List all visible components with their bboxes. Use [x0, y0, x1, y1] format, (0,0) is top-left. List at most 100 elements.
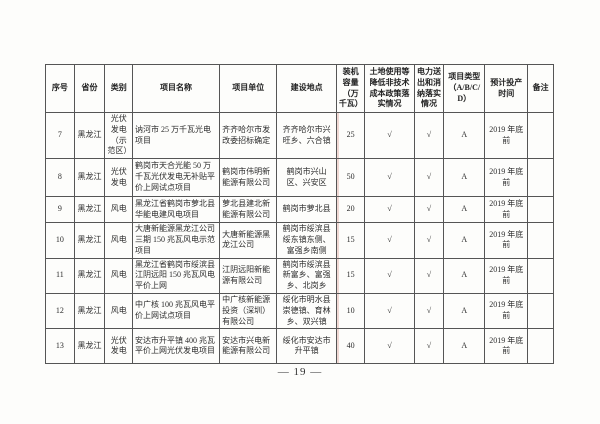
table-cell [527, 292, 554, 330]
table-row: 13 黑龙江 光伏发电 安达市升平镇 400 兆瓦平价上网光伏发电项目 安达市兴电新能源… [45, 328, 554, 365]
table-cell: A [443, 158, 486, 198]
table-row: 12 黑龙江 风电 中广核 100 兆瓦风电平价上网试点项目 中广核新能源投资（深圳）有… [45, 292, 554, 330]
table-cell: 齐齐哈尔市兴旺乡、六合镇 [276, 111, 337, 160]
table-cell: 15 [335, 222, 366, 259]
table-row: 7 黑龙江 光伏发电（示范区） 讷河市 25 万千瓦光电项目 齐齐哈尔市发改委招标确定齐… [45, 111, 554, 160]
table-cell: √ [413, 158, 445, 198]
table-cell: √ [364, 196, 415, 224]
table-cell: A [443, 257, 486, 294]
table-cell: 光伏发电（示范区） [104, 111, 134, 160]
table-cell: 7 [45, 111, 75, 160]
table-cell: 12 [45, 292, 75, 330]
table-cell: √ [364, 292, 415, 330]
table-cell: 2019 年底前 [484, 111, 529, 160]
table-cell: 黑龙江 [73, 292, 106, 330]
table-cell: 黑龙江省鹤岗市萝北县华能电建风电项目 [132, 196, 221, 224]
table-body: 7 黑龙江 光伏发电（示范区） 讷河市 25 万千瓦光电项目 齐齐哈尔市发改委招标确定齐… [45, 111, 554, 365]
table-cell: 2019 年底前 [484, 328, 529, 365]
column-header: 项目类型（A/B/C/D） [443, 64, 486, 113]
table-cell: 鹤岗市伟明新能源有限公司 [219, 158, 278, 198]
table-cell: 安达市兴电新能源有限公司 [219, 328, 278, 365]
table-cell: √ [364, 222, 415, 259]
table-cell: A [443, 196, 486, 224]
table-cell: √ [364, 111, 415, 160]
column-header: 省份 [73, 64, 106, 113]
table-cell: 鹤岗市天合光能 50 万千瓦光伏发电无补贴平价上网试点项目 [132, 158, 221, 198]
table-cell: A [443, 111, 486, 160]
table-cell: 风电 [104, 196, 134, 224]
table-cell: 8 [45, 158, 75, 198]
table-cell: √ [413, 292, 445, 330]
table-cell: √ [364, 328, 415, 365]
table-cell: 鹤岗市萝北县 [276, 196, 337, 224]
table-cell: 中广核 100 兆瓦风电平价上网试点项目 [132, 292, 221, 330]
table-cell: 光伏发电 [104, 328, 134, 365]
table-cell: 15 [335, 257, 366, 294]
table-cell: 2019 年底前 [484, 196, 529, 224]
table-cell: √ [364, 257, 415, 294]
table-cell [527, 111, 554, 160]
table-cell: √ [364, 158, 415, 198]
column-header: 序号 [45, 64, 75, 113]
table-row: 11 黑龙江 风电 黑龙江省鹤岗市绥滨县江阴远阳 150 兆瓦风电平价上网 江阴远阳新能… [45, 257, 554, 294]
table-cell: 2019 年底前 [484, 257, 529, 294]
table-cell: 50 [335, 158, 366, 198]
table-cell: 大唐新能源黑龙江公司三期 150 兆瓦风电示范项目 [132, 222, 221, 259]
header-row: 序号 省份 类别 项目名称 项目单位 建设地点 装机容量（万千瓦） 土地使用等降低非技术成本政… [45, 64, 554, 113]
table-cell: √ [413, 257, 445, 294]
table-cell [527, 222, 554, 259]
table-cell: 20 [335, 196, 366, 224]
table-cell: 大唐新能源黑龙江公司 [219, 222, 278, 259]
table-cell: 光伏发电 [104, 158, 134, 198]
table-cell: 风电 [104, 257, 134, 294]
table-cell: A [443, 222, 486, 259]
table-cell: 40 [335, 328, 366, 365]
table-cell [527, 328, 554, 365]
column-header: 建设地点 [276, 64, 337, 113]
table-cell: 风电 [104, 292, 134, 330]
table-cell [527, 196, 554, 224]
table-cell: √ [413, 111, 445, 160]
table-cell: 黑龙江 [73, 222, 106, 259]
table-cell: √ [413, 222, 445, 259]
column-header: 项目单位 [219, 64, 278, 113]
table-cell: 25 [335, 111, 366, 160]
table-cell: 2019 年底前 [484, 222, 529, 259]
table-cell: 讷河市 25 万千瓦光电项目 [132, 111, 221, 160]
column-header: 项目名称 [132, 64, 221, 113]
table-cell: A [443, 292, 486, 330]
table-cell: 鹤岗市绥滨县绥东镇东侧、富强乡南侧 [276, 222, 337, 259]
table-cell: 10 [335, 292, 366, 330]
column-header: 预计投产时间 [484, 64, 529, 113]
table-row: 9 黑龙江 风电 黑龙江省鹤岗市萝北县华能电建风电项目 萝北县建北新能源有限公司 鹤岗市萝… [45, 196, 554, 224]
column-header: 电力送出和消纳落实情况 [413, 64, 445, 113]
projects-table: 序号 省份 类别 项目名称 项目单位 建设地点 装机容量（万千瓦） 土地使用等降低非技术成本政… [45, 64, 554, 365]
table-cell: 黑龙江 [73, 158, 106, 198]
table-cell: 2019 年底前 [484, 292, 529, 330]
table-cell: 10 [45, 222, 75, 259]
column-header: 装机容量（万千瓦） [335, 64, 366, 113]
table-cell: 中广核新能源投资（深圳）有限公司 [219, 292, 278, 330]
table-cell: 绥化市明水县崇德镇、育林乡、双兴镇 [276, 292, 337, 330]
table-cell: √ [413, 328, 445, 365]
table-row: 8 黑龙江 光伏发电 鹤岗市天合光能 50 万千瓦光伏发电无补贴平价上网试点项目 鹤岗市… [45, 158, 554, 198]
table-header: 序号 省份 类别 项目名称 项目单位 建设地点 装机容量（万千瓦） 土地使用等降低非技术成本政… [45, 64, 554, 113]
table-cell [527, 257, 554, 294]
table-row: 10 黑龙江 风电 大唐新能源黑龙江公司三期 150 兆瓦风电示范项目 大唐新能源黑龙江… [45, 222, 554, 259]
table-cell: A [443, 328, 486, 365]
page-number: — 19 — [277, 366, 323, 378]
table-cell: 黑龙江省鹤岗市绥滨县江阴远阳 150 兆瓦风电平价上网 [132, 257, 221, 294]
table-cell: 江阴远阳新能源有限公司 [219, 257, 278, 294]
table-cell: 鹤岗市绥滨县新富乡、富强乡、北岗乡 [276, 257, 337, 294]
table-cell: 萝北县建北新能源有限公司 [219, 196, 278, 224]
table-cell: 安达市升平镇 400 兆瓦平价上网光伏发电项目 [132, 328, 221, 365]
column-header: 备注 [527, 64, 554, 113]
table-cell: 9 [45, 196, 75, 224]
table-cell: 鹤岗市兴山区、兴安区 [276, 158, 337, 198]
table-cell: √ [413, 196, 445, 224]
table-cell: 黑龙江 [73, 196, 106, 224]
table-cell: 齐齐哈尔市发改委招标确定 [219, 111, 278, 160]
column-header: 类别 [104, 64, 134, 113]
table-cell: 风电 [104, 222, 134, 259]
